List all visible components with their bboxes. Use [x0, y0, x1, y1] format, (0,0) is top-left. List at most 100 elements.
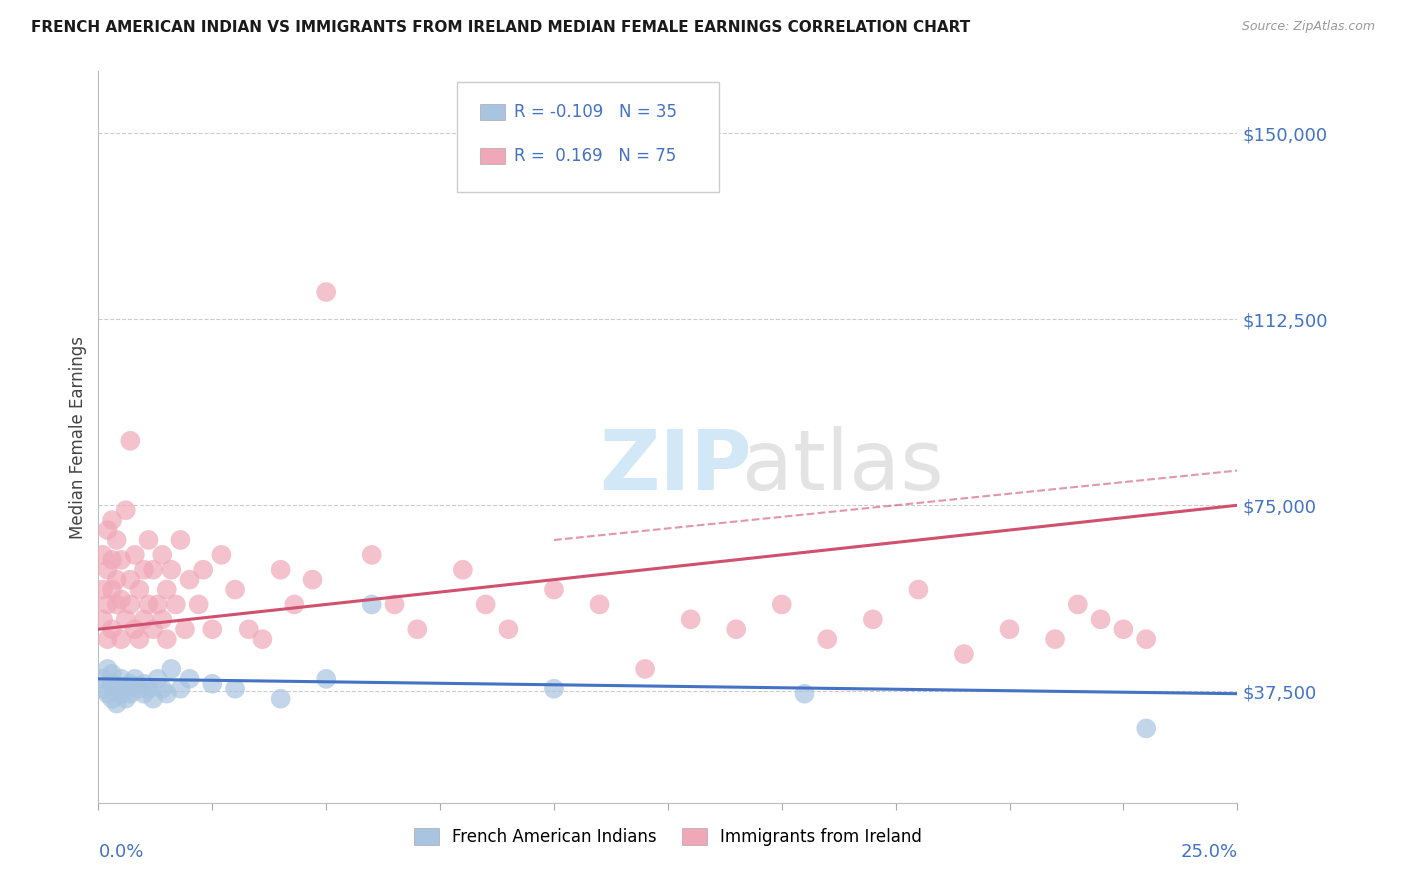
Point: [101, 622, 124, 636]
Point: [193, 563, 215, 577]
Point: [1135, 632, 1157, 647]
Point: [315, 672, 337, 686]
Point: [124, 672, 146, 686]
Point: [110, 687, 132, 701]
Point: [634, 662, 657, 676]
Point: [907, 582, 929, 597]
Point: [96, 523, 118, 537]
Point: [543, 582, 565, 597]
Point: [156, 632, 179, 647]
Point: [114, 612, 136, 626]
Point: [96, 563, 118, 577]
Point: [543, 681, 565, 696]
Point: [128, 632, 150, 647]
Point: [150, 612, 173, 626]
Point: [252, 632, 274, 647]
Point: [150, 548, 173, 562]
Point: [315, 285, 337, 299]
Point: [201, 677, 224, 691]
Point: [224, 582, 246, 597]
Point: [301, 573, 323, 587]
Point: [160, 662, 183, 676]
Point: [105, 598, 128, 612]
Point: [815, 632, 838, 647]
Point: [96, 632, 118, 647]
Point: [91, 582, 114, 597]
Point: [96, 598, 118, 612]
Text: 0.0%: 0.0%: [98, 843, 143, 861]
Bar: [479, 104, 505, 120]
Point: [793, 687, 815, 701]
Point: [1090, 612, 1112, 626]
Bar: [479, 148, 505, 164]
Point: [283, 598, 305, 612]
Point: [406, 622, 429, 636]
Point: [120, 598, 142, 612]
Point: [120, 434, 142, 448]
Point: [110, 632, 132, 647]
Point: [1135, 722, 1157, 736]
Point: [270, 691, 292, 706]
Point: [1043, 632, 1066, 647]
Point: [132, 563, 155, 577]
Text: R = -0.109   N = 35: R = -0.109 N = 35: [515, 103, 678, 121]
Point: [1112, 622, 1135, 636]
Text: atlas: atlas: [742, 425, 943, 507]
Point: [224, 681, 246, 696]
Point: [128, 681, 150, 696]
Point: [96, 687, 118, 701]
Point: [110, 553, 132, 567]
Point: [179, 672, 201, 686]
Text: R =  0.169   N = 75: R = 0.169 N = 75: [515, 147, 676, 165]
FancyBboxPatch shape: [457, 82, 718, 192]
Point: [384, 598, 406, 612]
Point: [105, 573, 128, 587]
Point: [146, 598, 169, 612]
Legend: French American Indians, Immigrants from Ireland: French American Indians, Immigrants from…: [408, 822, 928, 853]
Point: [270, 563, 292, 577]
Point: [451, 563, 474, 577]
Point: [138, 598, 160, 612]
Point: [120, 687, 142, 701]
Point: [165, 598, 187, 612]
Point: [238, 622, 260, 636]
Point: [770, 598, 793, 612]
Point: [138, 533, 160, 547]
Point: [105, 697, 128, 711]
Point: [156, 582, 179, 597]
Point: [146, 672, 169, 686]
Point: [174, 622, 197, 636]
Point: [132, 612, 155, 626]
Point: [128, 582, 150, 597]
Point: [142, 563, 165, 577]
Point: [498, 622, 520, 636]
Y-axis label: Median Female Earnings: Median Female Earnings: [69, 335, 87, 539]
Text: FRENCH AMERICAN INDIAN VS IMMIGRANTS FROM IRELAND MEDIAN FEMALE EARNINGS CORRELA: FRENCH AMERICAN INDIAN VS IMMIGRANTS FRO…: [31, 20, 970, 35]
Point: [114, 503, 136, 517]
Point: [132, 687, 155, 701]
Point: [169, 533, 191, 547]
Point: [201, 622, 224, 636]
Point: [142, 622, 165, 636]
Point: [101, 582, 124, 597]
Point: [953, 647, 976, 661]
Point: [725, 622, 748, 636]
Point: [120, 677, 142, 691]
Text: Source: ZipAtlas.com: Source: ZipAtlas.com: [1241, 20, 1375, 33]
Point: [105, 681, 128, 696]
Point: [474, 598, 496, 612]
Point: [360, 548, 382, 562]
Point: [862, 612, 884, 626]
Point: [156, 687, 179, 701]
Point: [101, 677, 124, 691]
Point: [101, 666, 124, 681]
Point: [105, 533, 128, 547]
Point: [187, 598, 209, 612]
Point: [150, 681, 173, 696]
Point: [169, 681, 191, 696]
Point: [91, 681, 114, 696]
Point: [101, 553, 124, 567]
Point: [142, 691, 165, 706]
Point: [588, 598, 610, 612]
Point: [1067, 598, 1090, 612]
